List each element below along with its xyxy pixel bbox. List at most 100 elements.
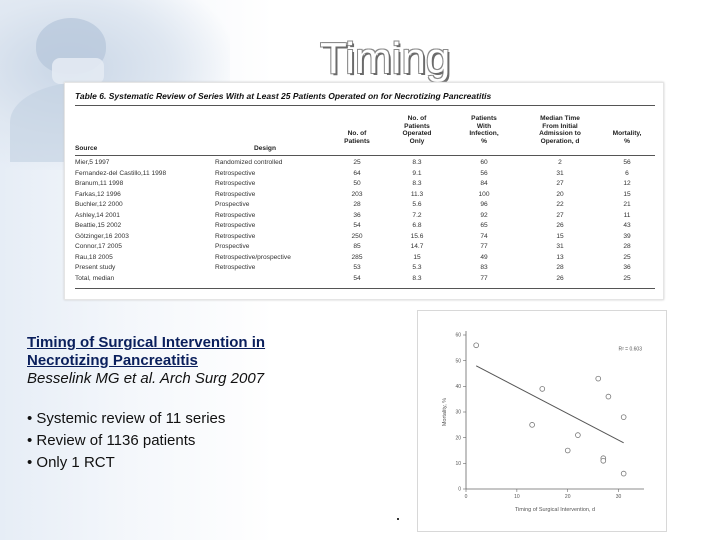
x-tick-label: 20	[565, 494, 571, 500]
table-cell-time: 15	[556, 232, 564, 240]
table-cell-patients: 64	[353, 169, 361, 177]
table-cell-infection: 84	[480, 180, 488, 187]
table-cell-infection: 77	[480, 274, 488, 282]
table-cell-operated: 5.3	[412, 264, 422, 271]
bullet-list: • Systemic review of 11 series • Review …	[27, 408, 225, 474]
study-citation: Besselink MG et al. Arch Surg 2007	[27, 370, 265, 387]
table-cell-infection: 74	[480, 232, 488, 240]
data-point	[564, 447, 571, 454]
table-cell-source: Farkas,12 1996	[75, 190, 121, 198]
table-cell-patients: 28	[353, 201, 361, 208]
table-cell-time: 28	[556, 264, 564, 271]
table-cell-infection: 60	[480, 159, 488, 166]
table-cell-source: Beattie,15 2002	[75, 222, 122, 229]
table-cell-time: 13	[556, 253, 564, 261]
table-cell-patients: 54	[353, 274, 361, 282]
trend-line	[475, 365, 624, 444]
table-cell-time: 27	[556, 180, 564, 187]
table-cell-source: Götzinger,16 2003	[75, 232, 129, 240]
table-cell-infection: 77	[480, 243, 488, 250]
table-cell-patients: 203	[351, 190, 363, 198]
x-tick-label: 30	[616, 494, 622, 500]
study-reference: Timing of Surgical Intervention in Necro…	[27, 334, 357, 388]
table-cell-mortality: 56	[623, 159, 631, 166]
table-cell-patients: 53	[353, 264, 361, 271]
y-tick-label: 0	[458, 487, 461, 493]
y-tick-label: 30	[455, 410, 461, 416]
table-cell-design: Retrospective	[215, 180, 256, 187]
table-cell-time: 22	[556, 201, 564, 208]
y-tick-label: 50	[455, 358, 461, 364]
study-title: Timing of Surgical Intervention in Necro…	[27, 334, 357, 370]
table-cell-patients: 25	[353, 159, 361, 166]
data-point	[605, 393, 612, 400]
header-source: Source	[75, 145, 98, 152]
bullet-item: • Review of 1136 patients	[27, 432, 196, 449]
table-cell-design: Randomized controlled	[215, 159, 283, 166]
header-median-time: Median Time From Initial Admission to Op…	[539, 115, 581, 145]
table-cell-time: 31	[556, 169, 564, 177]
data-point	[539, 386, 546, 392]
table-cell-infection: 65	[480, 222, 488, 229]
table-cell-mortality: 25	[623, 274, 631, 282]
table-cell-operated: 15.6	[410, 232, 424, 240]
table-cell-time: 2	[558, 159, 562, 166]
table-cell-design: Retrospective	[215, 222, 256, 229]
table-header-rule	[75, 155, 655, 156]
x-tick-label: 0	[465, 494, 468, 500]
y-axis-label: Mortality, %	[442, 398, 448, 426]
table-cell-design: Retrospective	[215, 232, 256, 240]
data-point	[529, 422, 535, 428]
table-cell-operated: 15	[413, 253, 421, 261]
slide-dot	[397, 518, 399, 520]
table-cell-design: Retrospective	[215, 190, 256, 198]
table-cell-patients: 50	[353, 180, 361, 187]
y-tick-label: 40	[455, 384, 461, 390]
table-cell-mortality: 6	[625, 169, 629, 177]
table-cell-source: Present study	[75, 264, 116, 271]
table-cell-operated: 8.3	[412, 180, 422, 187]
table-cell-source: Mier,5 1997	[75, 159, 110, 166]
table-cell-operated: 7.2	[412, 211, 422, 219]
y-tick-label: 10	[455, 461, 461, 467]
header-infection: Patients With Infection, %	[469, 115, 499, 145]
table-cell-source: Connor,17 2005	[75, 243, 122, 250]
table-caption: Table 6. Systematic Review of Series Wit…	[75, 91, 492, 101]
table-cell-mortality: 25	[623, 253, 631, 261]
table-cell-mortality: 11	[623, 211, 631, 219]
table-cell-mortality: 36	[623, 264, 631, 271]
table-cell-source: Buchler,12 2000	[75, 201, 123, 208]
table-cell-source: Branum,11 1998	[75, 180, 124, 187]
table-cell-source: Ashley,14 2001	[75, 211, 120, 219]
scatter-plot-svg: 0 10 20 30 40 50 60 0 10 20 30 Timing of Surgical I…	[442, 331, 644, 513]
table-cell-mortality: 15	[623, 190, 631, 198]
table-cell-patients: 85	[353, 243, 361, 250]
table-cell-patients: 54	[353, 222, 361, 229]
mortality-scatter-chart: 0 10 20 30 40 50 60 0 10 20 30 Timing of Surgical I…	[417, 310, 667, 532]
data-point	[620, 470, 627, 477]
table-cell-design: Retrospective	[215, 169, 256, 177]
table-cell-time: 26	[556, 222, 564, 229]
header-patients: No. of Patients	[344, 130, 370, 145]
table-cell-infection: 92	[480, 211, 488, 219]
data-point	[473, 342, 479, 349]
table-cell-mortality: 21	[623, 201, 631, 208]
data-point	[575, 432, 581, 438]
table-cell-design: Retrospective	[215, 211, 256, 219]
table-bottom-rule	[75, 288, 655, 289]
study-title-line-2: Necrotizing Pancreatitis	[27, 352, 198, 369]
table-cell-operated: 14.7	[410, 243, 424, 250]
bullet-item: • Systemic review of 11 series	[27, 410, 226, 427]
table-cell-mortality: 28	[623, 243, 631, 250]
table-cell-operated: 11.3	[410, 190, 424, 198]
table-cell-source: Total, median	[75, 274, 115, 282]
table-cell-time: 31	[556, 243, 564, 250]
header-mortality: Mortality, %	[612, 130, 642, 145]
table-cell-patients: 285	[351, 253, 363, 261]
table-cell-patients: 250	[351, 232, 363, 240]
table-cell-mortality: 43	[623, 222, 631, 229]
table-cell-infection: 49	[480, 253, 488, 261]
table-cell-design: Retrospective	[215, 264, 256, 271]
table-cell-design: Retrospective/prospective	[215, 253, 291, 261]
table-cell-mortality: 12	[623, 180, 631, 187]
